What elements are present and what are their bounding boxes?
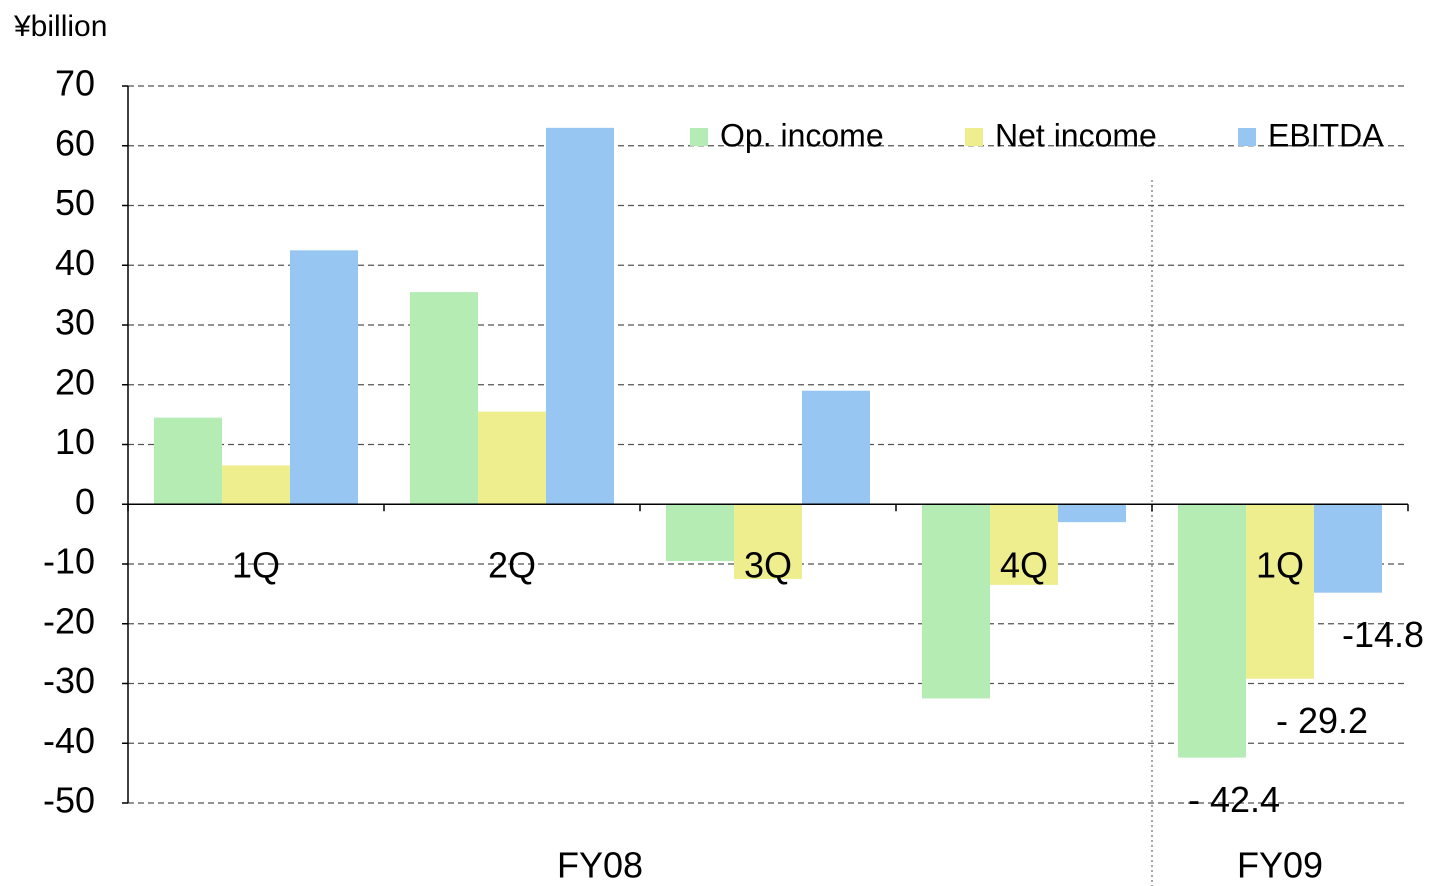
legend-label: Net income [995, 117, 1157, 153]
bar [410, 292, 478, 505]
bar [802, 390, 870, 505]
bar [290, 250, 358, 505]
y-tick-label: -10 [43, 541, 95, 582]
bar [990, 504, 1058, 585]
y-unit: ¥billion [13, 10, 107, 43]
legend-label: Op. income [720, 117, 884, 153]
bar [222, 465, 290, 505]
y-tick-label: 30 [55, 302, 95, 343]
bar [478, 411, 546, 505]
y-tick-label: 0 [75, 481, 95, 522]
bar [922, 504, 990, 699]
legend-swatch [690, 128, 708, 146]
legend-swatch [1238, 128, 1256, 146]
y-tick-label: -40 [43, 720, 95, 761]
fiscal-year-label: FY09 [1237, 845, 1323, 886]
y-tick-label: 50 [55, 182, 95, 223]
value-label: - 42.4 [1188, 779, 1280, 820]
bar [1246, 504, 1314, 679]
bar [1314, 504, 1382, 593]
y-tick-label: -30 [43, 660, 95, 701]
value-label: - 29.2 [1276, 700, 1368, 741]
bar [734, 504, 802, 579]
y-tick-label: 70 [55, 63, 95, 104]
y-tick-label: 40 [55, 242, 95, 283]
bar [666, 504, 734, 562]
y-tick-label: 60 [55, 122, 95, 163]
bar [1058, 504, 1126, 523]
y-tick-label: 10 [55, 421, 95, 462]
y-tick-label: -20 [43, 600, 95, 641]
x-tick-label: 2Q [488, 545, 536, 586]
x-tick-label: 3Q [744, 545, 792, 586]
bar [546, 127, 614, 505]
x-tick-label: 4Q [1000, 545, 1048, 586]
x-tick-label: 1Q [232, 545, 280, 586]
fiscal-year-label: FY08 [557, 845, 643, 886]
y-tick-label: 20 [55, 361, 95, 402]
value-label: -14.8 [1342, 614, 1424, 655]
x-tick-label: 1Q [1256, 545, 1304, 586]
legend-swatch [965, 128, 983, 146]
legend-label: EBITDA [1268, 117, 1384, 153]
bar [154, 417, 222, 505]
bar [1178, 504, 1246, 758]
y-tick-label: -50 [43, 780, 95, 821]
